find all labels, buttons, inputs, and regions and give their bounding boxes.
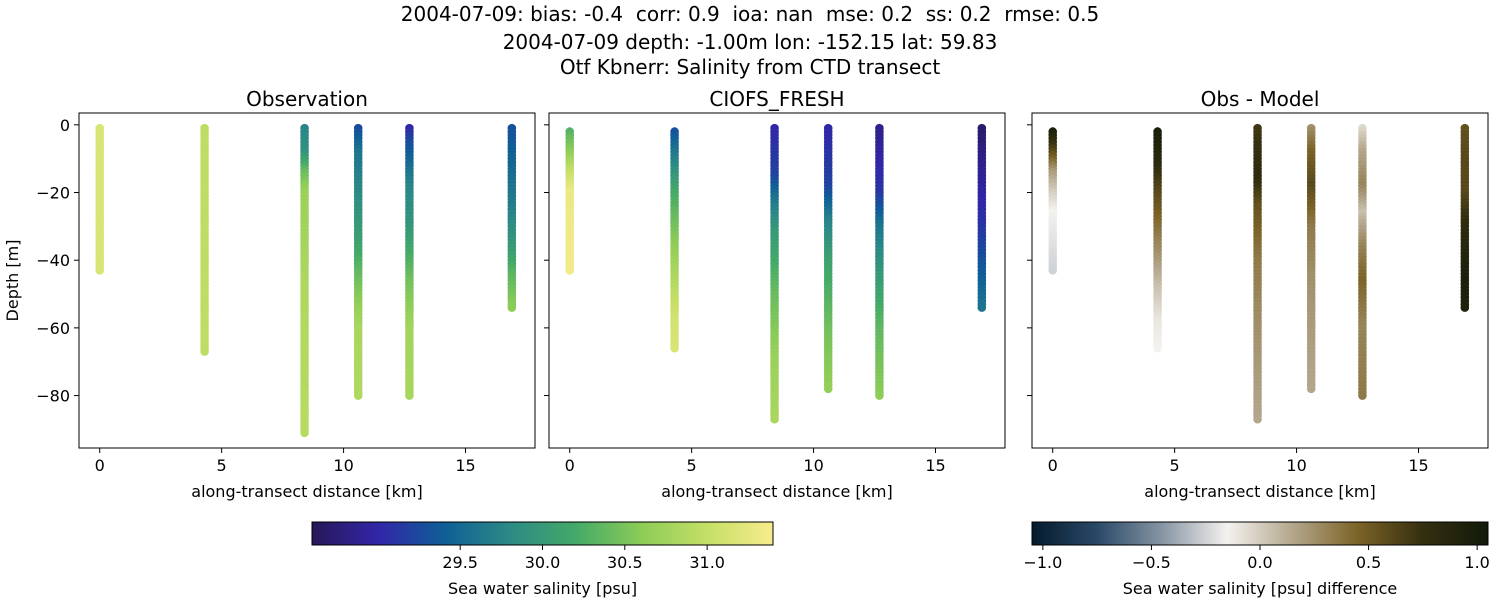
x-tick-label: 5 [687,456,697,475]
colorbar-difference [1031,521,1489,546]
colorbar-tick-label: 1.0 [1464,553,1489,572]
y-tick-label: −40 [36,251,70,270]
data-point [1048,266,1058,275]
axes-frame [1031,112,1489,449]
y-axis-label: Depth [m] [3,240,22,322]
colorbar-tick-label: 0.0 [1247,553,1272,572]
x-tick-label: 15 [455,456,475,475]
x-tick-label: 5 [1170,456,1180,475]
data-point [1306,384,1316,394]
x-tick-label: 15 [1408,456,1428,475]
data-point [1460,303,1470,312]
scatter-points-2 [1048,123,1470,424]
data-point [670,343,679,353]
data-point [565,266,575,275]
y-tick-label: −80 [36,387,70,406]
y-tick-label: 0 [60,116,70,135]
colorbar-tick-label: 0.5 [1356,553,1381,572]
scatter-points-1 [565,123,987,424]
colorbar-tick-label: 31.0 [689,553,725,572]
data-point [300,428,309,438]
scatter-points-0 [95,123,517,438]
axes-frame [548,112,1006,449]
panel-title: Observation [246,87,368,111]
dataset-title: Otf Kbnerr: Salinity from CTD transect [559,55,941,79]
x-axis-label: along-transect distance [km] [661,482,892,501]
data-point [405,391,414,400]
data-point [353,391,363,400]
data-point [770,414,779,424]
x-tick-label: 0 [565,456,575,475]
colorbar-label: Sea water salinity [psu] difference [1123,579,1398,598]
panel-title: Obs - Model [1201,87,1320,111]
data-point [823,384,833,394]
axes-frame [78,112,536,449]
x-tick-label: 0 [1048,456,1058,475]
colorbar-tick-label: 30.0 [525,553,561,572]
data-point [507,303,517,312]
colorbar-tick-label: −0.5 [1132,553,1171,572]
data-point [977,303,987,312]
data-point [1153,343,1162,353]
x-tick-label: 10 [1286,456,1306,475]
location-title: 2004-07-09 depth: -1.00m lon: -152.15 la… [502,30,998,54]
x-tick-label: 0 [95,456,105,475]
x-axis-label: along-transect distance [km] [191,482,422,501]
x-axis-label: along-transect distance [km] [1144,482,1375,501]
colorbar-tick-label: 29.5 [442,553,478,572]
colorbar-tick-label: −1.0 [1023,553,1062,572]
y-tick-label: −60 [36,319,70,338]
colorbar-tick-label: 30.5 [607,553,643,572]
data-point [1253,414,1262,424]
x-tick-label: 15 [925,456,945,475]
x-tick-label: 10 [333,456,353,475]
data-point [200,347,209,356]
colorbar-salinity [311,521,774,546]
y-tick-label: −20 [36,184,70,203]
data-point [95,266,105,275]
stats-title: 2004-07-09: bias: -0.4 corr: 0.9 ioa: na… [400,2,1100,26]
x-tick-label: 5 [217,456,227,475]
data-point [1358,391,1367,400]
colorbar-label: Sea water salinity [psu] [448,579,637,598]
data-point [875,391,884,400]
panel-title: CIOFS_FRESH [709,87,844,111]
x-tick-label: 10 [803,456,823,475]
